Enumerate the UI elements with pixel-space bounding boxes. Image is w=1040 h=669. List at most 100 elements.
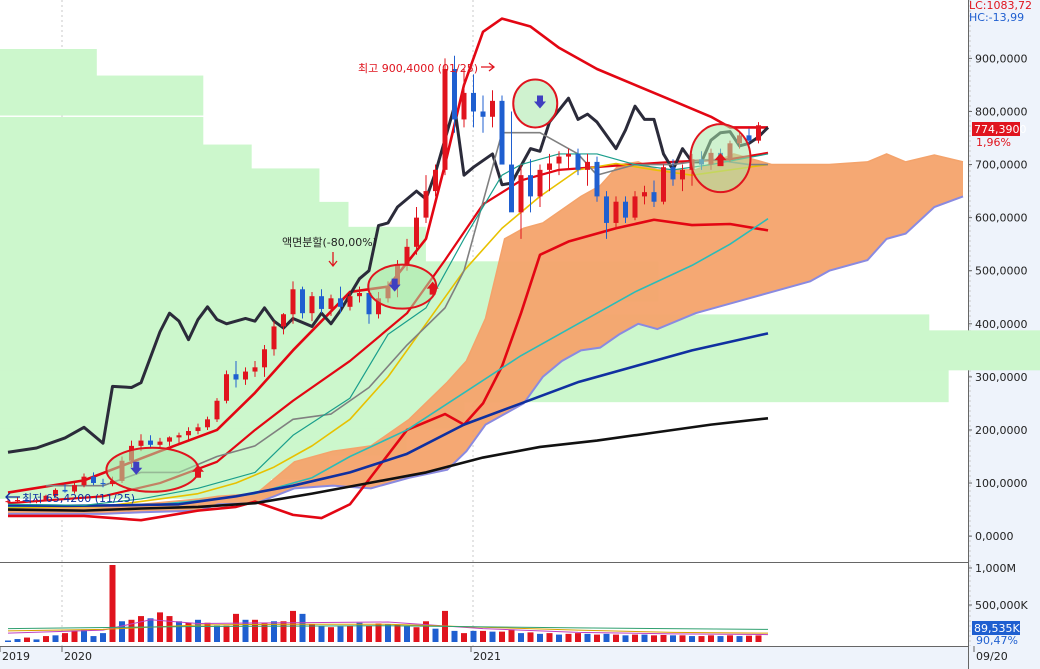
candle-body [746,135,752,141]
volume-pct: 90,47% [976,634,1018,647]
candle-body [414,217,419,247]
volume-bar [470,630,477,642]
candle-body [471,92,476,112]
candle-body [62,489,68,492]
volume-bar [356,622,363,642]
candle-body [509,164,514,213]
low-annotation: 최저 65,4200 (11/25) [22,492,135,505]
volume-bar [185,622,192,642]
line-ma_short [7,162,769,509]
volume-bar [119,621,125,642]
candle-body [376,298,381,315]
y-tick-label: 800,0000 [975,105,1028,118]
hc-readout: HC:-13,99 [969,11,1024,24]
volume-bar [546,633,553,642]
volume-bar [451,630,458,642]
candle-body [347,296,353,307]
price-tag-box [972,122,1020,136]
volume-bar [527,632,534,642]
volume-bar [518,633,524,642]
candle-body [452,69,457,120]
candle-body [442,69,448,170]
volume-bar [195,619,201,642]
candle-body [423,191,429,218]
down-arrow-icon [534,95,546,109]
volume-bar [556,634,562,642]
volume-bar [698,636,705,642]
line-bollinger_lower [8,218,769,522]
price-tag: 774,3900 [974,123,1027,136]
highlight-ovals [105,78,752,493]
candle-body [319,296,324,309]
volume-bar [233,613,239,642]
volume-bar [394,624,401,642]
candle-body [604,196,609,223]
candle-body [214,400,220,420]
volume-bar [660,634,667,642]
candle-body [290,289,296,315]
volume-bar [385,624,391,642]
line-base [7,153,769,506]
low-arrow [5,492,20,502]
candle-body [224,374,229,401]
volume-bar [584,633,591,642]
candle-body [148,440,153,445]
candle-body [433,169,438,192]
candle-body [528,175,533,197]
volume-bar [413,627,420,642]
line-ma_longest [7,416,769,512]
candle-body [594,161,600,197]
candle-body [499,100,505,165]
candle-body [680,169,685,180]
volume-bar [128,619,135,642]
candle-body [642,192,647,197]
volume-bar [366,625,372,642]
volume-bar [679,635,686,642]
volume-bar [14,639,21,642]
change-pct: 1,96% [976,136,1011,149]
volume-bar [214,625,220,642]
y-tick-label: 900,0000 [975,52,1028,65]
candle-body [100,483,106,485]
candle-body [556,156,562,164]
volume-profile-bar [0,201,349,242]
volume-bar [594,634,600,642]
volume-bar [613,634,619,642]
candle-body [480,111,486,117]
candle-body [300,289,305,314]
volume-bar [575,633,581,642]
volume-bar [62,633,68,642]
y-tick-label: 300,0000 [975,371,1028,384]
volume-avg-line [7,623,769,634]
volume-avg-line [7,625,769,630]
candle-body [53,489,58,496]
x-tick-label: 2019 [2,650,30,663]
volume-bar [489,631,496,642]
volume-bar [71,630,78,642]
candle-body [24,500,30,502]
volume-bar [5,640,11,642]
volume-bar [746,635,752,642]
volume-bar [176,621,182,642]
volume-bar [242,619,249,642]
line-lagging_span [7,96,770,454]
y-axis-labels: 900,0000 800,0000 700,0000 600,0000 500,0000… [968,52,1028,612]
candle-body [490,100,495,117]
volume-bar [537,633,543,642]
down-arrow-icon [130,461,143,475]
candle-body [281,314,286,327]
x-axis-panel [0,646,968,669]
down-arrow-icon [388,278,401,292]
y-tick-label: 100,0000 [975,477,1028,490]
volume-bar [565,633,572,642]
volume-tag: 89,535K [974,622,1020,635]
volume-bar [755,635,762,642]
volume-bar [147,618,154,642]
candle-body [309,296,315,314]
candle-body [110,480,115,485]
x-tick-label: 09/20 [976,650,1008,663]
x-tick-label: 2021 [473,650,501,663]
candle-body [205,419,210,428]
